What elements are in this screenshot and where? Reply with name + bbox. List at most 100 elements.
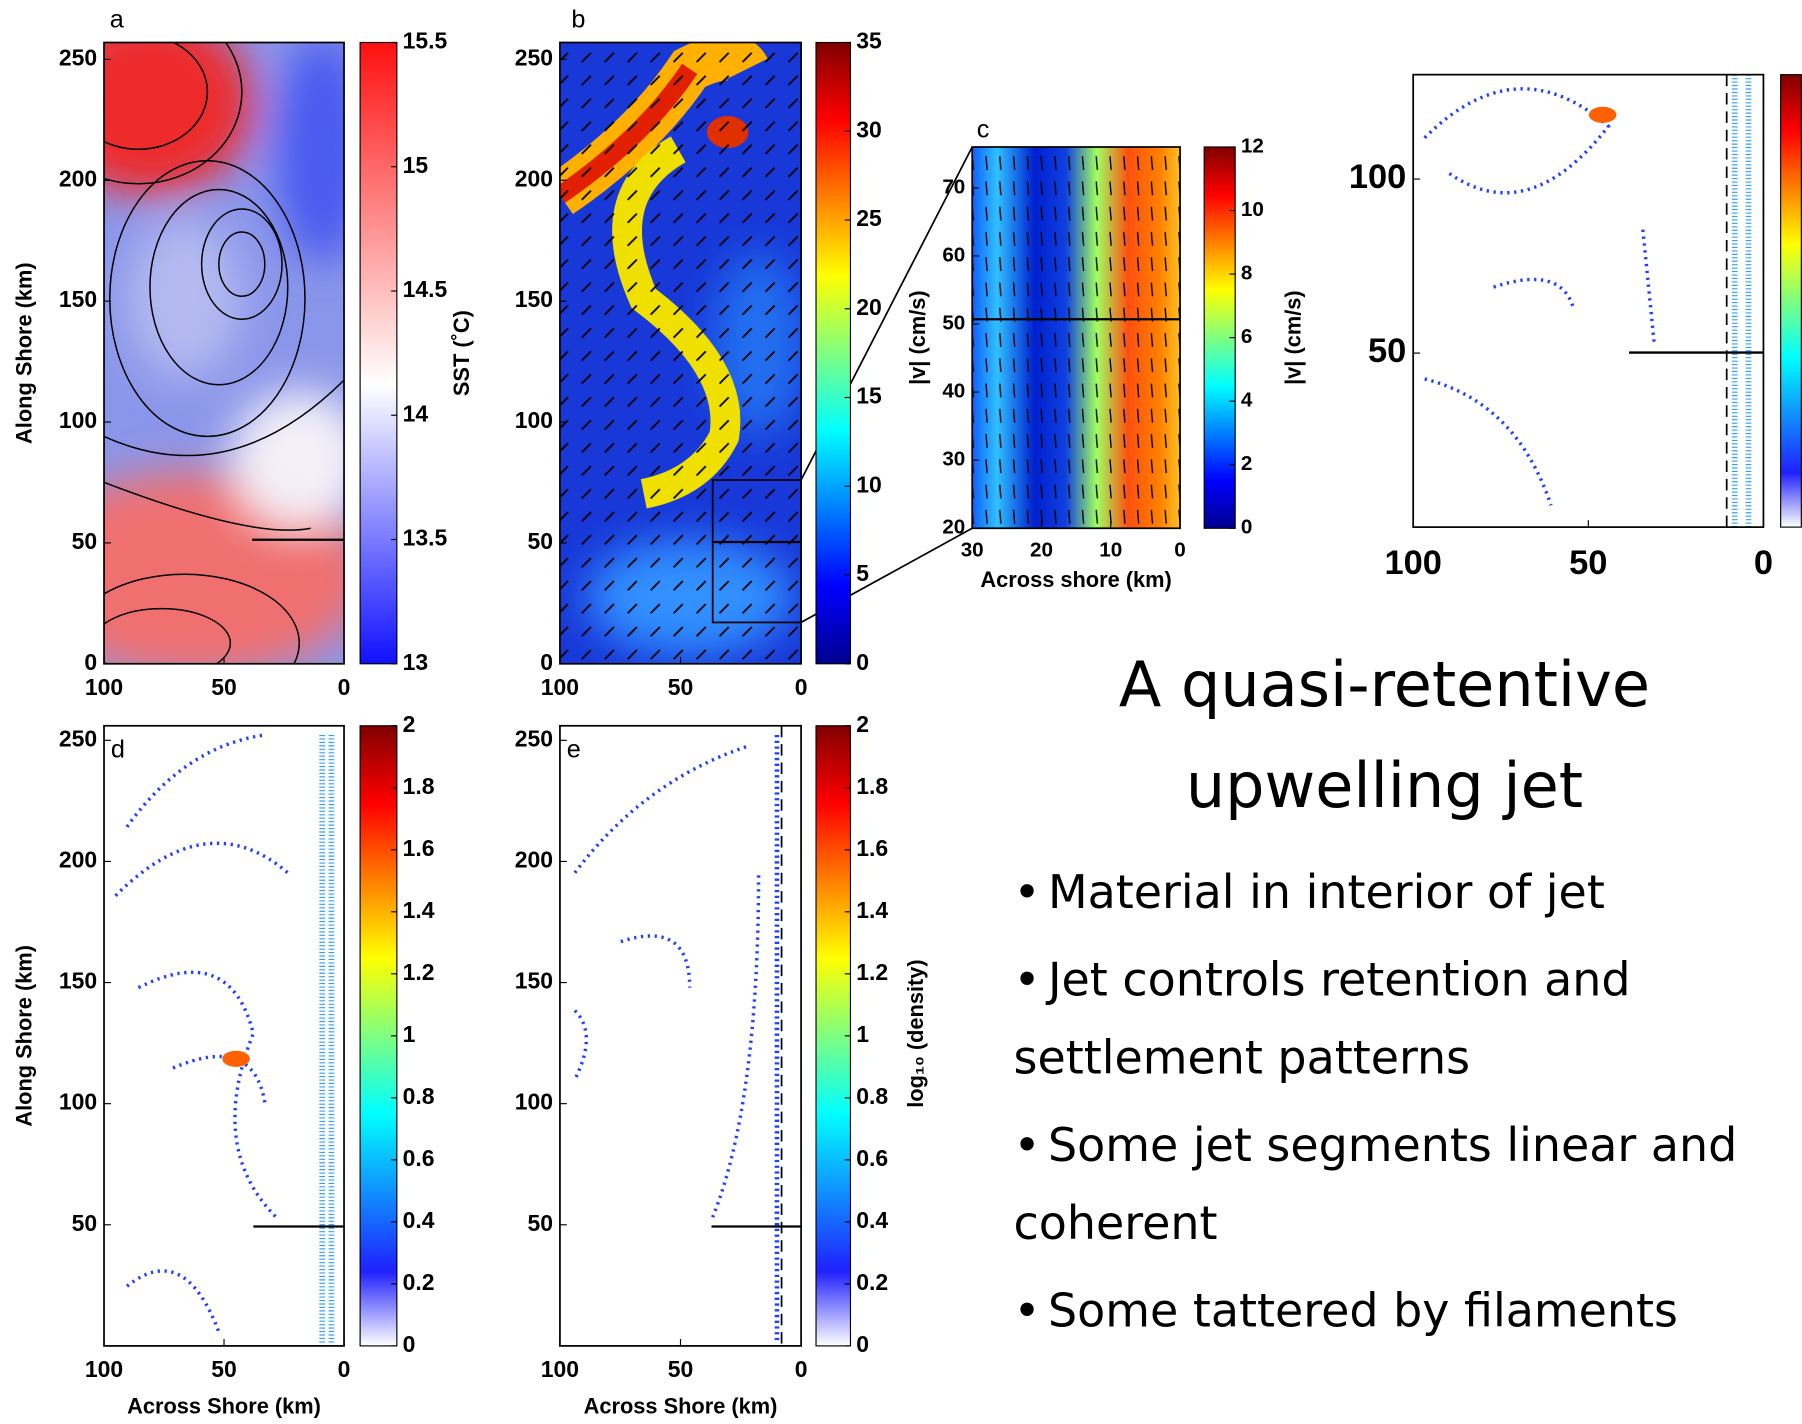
colorbar-tick-label: 14	[403, 400, 429, 426]
colorbar-tick-label: 13.5	[403, 525, 448, 551]
y-tick-label: 50	[1368, 332, 1406, 370]
y-axis-label: |v| (cm/s)	[905, 290, 930, 385]
x-tick-label: 100	[541, 1356, 579, 1382]
colorbar-tick-label: 0.2	[856, 1269, 888, 1295]
x-tick-label: 50	[1569, 544, 1607, 582]
colorbar-tick-label: 1	[856, 1021, 869, 1047]
y-tick-label: 0	[84, 649, 97, 675]
colorbar-tick-label: 14.5	[403, 276, 448, 302]
y-tick-label: 100	[59, 407, 97, 433]
colorbar-tick-label: 0.4	[856, 1207, 888, 1233]
colorbar-tick-label: 4	[1241, 389, 1253, 412]
bullet-text: Jet controls retention and	[1045, 953, 1631, 1007]
y-tick-label: 250	[59, 725, 97, 751]
bullet-dot: •	[1014, 1118, 1041, 1172]
y-tick-label: 100	[59, 1089, 97, 1115]
bullet-text: coherent	[1014, 1196, 1218, 1250]
y-tick-label: 50	[528, 528, 554, 554]
colorbar-tick-label: 5	[856, 560, 869, 586]
colorbar-tick-label: 2	[856, 711, 869, 737]
panel-label: a	[110, 5, 125, 33]
y-tick-label: 150	[59, 286, 97, 312]
bullet-dot: •	[1014, 1283, 1041, 1337]
colorbar-tick-label: 30	[856, 116, 882, 142]
colorbar	[359, 41, 398, 665]
profile-field	[972, 146, 1181, 529]
colorbar-tick-label: 0	[856, 649, 869, 675]
x-tick-label: 30	[961, 538, 984, 561]
y-tick-label: 0	[540, 649, 553, 675]
colorbar-tick-label: 10	[1241, 198, 1264, 221]
colorbar-tick-label: 20	[856, 294, 882, 320]
colorbar-tick-label: 10	[856, 471, 882, 497]
y-tick-label: 30	[942, 448, 965, 471]
y-tick-label: 40	[942, 380, 965, 403]
y-tick-label: 200	[515, 165, 553, 191]
y-axis-label: Along Shore (km)	[12, 262, 37, 444]
bullet-text: settlement patterns	[1014, 1031, 1471, 1085]
colorbar	[815, 41, 852, 665]
plot-frame	[103, 724, 345, 1347]
plot-frame	[971, 146, 1181, 530]
colorbar-tick-label: 2	[1241, 452, 1253, 475]
colorbar-tick-label: 0	[856, 1331, 869, 1357]
panel-label: b	[571, 5, 585, 33]
hotspot	[1588, 106, 1617, 123]
panel-label: d	[111, 736, 125, 764]
y-tick-label: 150	[515, 286, 553, 312]
colorbar-tick-label: 1	[403, 1021, 416, 1047]
y-tick-label: 200	[59, 846, 97, 872]
colorbar-tick-label: 15.5	[403, 28, 448, 54]
bullet-dot: •	[1014, 865, 1041, 919]
colorbar	[359, 725, 398, 1347]
y-tick-label: 200	[59, 165, 97, 191]
y-tick-label: 100	[1349, 158, 1406, 196]
x-axis-label: Across Shore (km)	[127, 1394, 321, 1419]
x-tick-label: 0	[338, 674, 351, 700]
y-axis-label: Along Shore (km)	[12, 945, 37, 1127]
colorbar-tick-label: 13	[403, 649, 429, 675]
y-tick-label: 50	[528, 1210, 554, 1236]
y-tick-label: 250	[515, 725, 553, 751]
x-axis-label: Across Shore (km)	[584, 1394, 778, 1419]
hotspot	[222, 1050, 250, 1067]
y-tick-label: 50	[942, 311, 965, 334]
colorbar-tick-label: 0	[1241, 516, 1253, 539]
x-tick-label: 10	[1099, 538, 1122, 561]
bullet-dot: •	[1014, 953, 1041, 1007]
plot-frame	[559, 724, 802, 1347]
slide-title: A quasi-retentive	[1119, 648, 1650, 721]
x-tick-label: 100	[85, 674, 123, 700]
y-tick-label: 50	[72, 1210, 98, 1236]
colorbar-tick-label: 12	[1241, 134, 1264, 157]
colorbar-tick-label: 35	[856, 28, 882, 54]
colorbar-tick-label: 8	[1241, 262, 1253, 285]
y-tick-label: 150	[515, 968, 553, 994]
plot-frame	[1412, 73, 1765, 528]
x-tick-label: 20	[1030, 538, 1053, 561]
colorbar-tick-label: 1.4	[403, 897, 435, 923]
x-tick-label: 0	[1754, 544, 1773, 582]
colorbar	[1780, 74, 1802, 528]
bullet-text: Some tattered by filaments	[1048, 1283, 1678, 1337]
x-tick-label: 0	[795, 674, 808, 700]
y-tick-label: 20	[942, 516, 965, 539]
colorbar-label: |v| (cm/s)	[1281, 290, 1306, 385]
colorbar-tick-label: 0	[403, 1331, 416, 1357]
colorbar-label: SST (˚C)	[449, 310, 474, 396]
reference-lines	[253, 74, 1764, 1346]
colorbar-tick-label: 6	[1241, 325, 1253, 348]
colorbar-tick-label: 25	[856, 205, 882, 231]
y-tick-label: 50	[72, 528, 98, 554]
x-tick-label: 50	[211, 1356, 237, 1382]
y-tick-label: 100	[515, 1089, 553, 1115]
colorbar-tick-label: 1.8	[403, 773, 435, 799]
x-tick-label: 0	[1174, 538, 1186, 561]
bullet-text: Material in interior of jet	[1048, 865, 1605, 919]
colorbar-tick-label: 1.2	[856, 959, 888, 985]
bullet-text: Some jet segments linear and	[1048, 1118, 1737, 1172]
y-tick-label: 200	[515, 846, 553, 872]
colorbar-tick-label: 15	[856, 383, 882, 409]
colorbar-tick-label: 1.6	[856, 835, 888, 861]
